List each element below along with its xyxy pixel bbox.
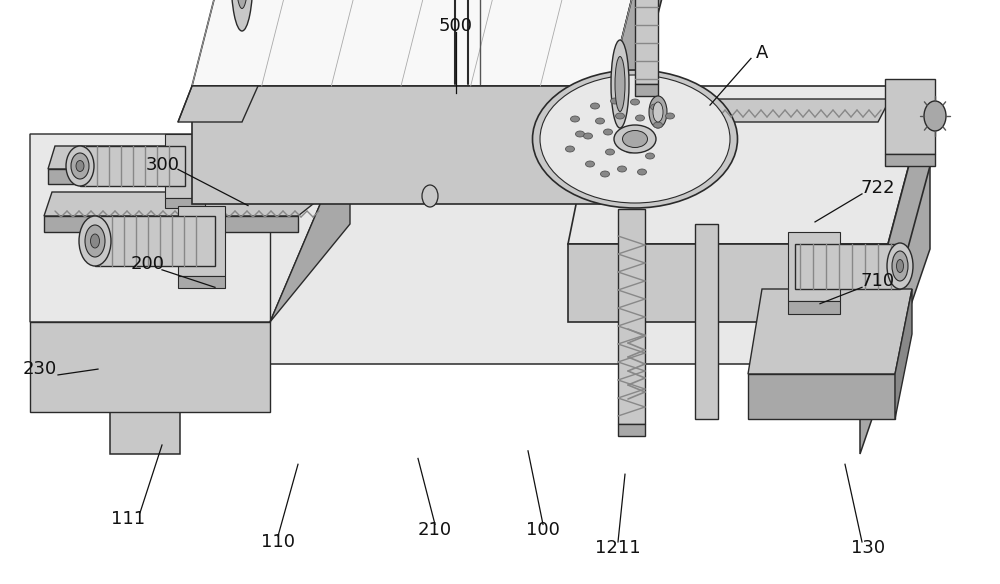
- Polygon shape: [618, 209, 645, 424]
- Ellipse shape: [236, 0, 248, 9]
- Polygon shape: [178, 276, 225, 288]
- Ellipse shape: [646, 153, 654, 159]
- Polygon shape: [48, 169, 320, 184]
- Polygon shape: [568, 86, 930, 244]
- Ellipse shape: [600, 171, 610, 177]
- Ellipse shape: [590, 103, 600, 109]
- Ellipse shape: [616, 113, 624, 119]
- Ellipse shape: [624, 129, 633, 135]
- Text: 500: 500: [439, 18, 473, 35]
- Polygon shape: [110, 159, 930, 364]
- Polygon shape: [618, 424, 645, 436]
- Text: 230: 230: [23, 360, 57, 378]
- Polygon shape: [80, 146, 185, 186]
- Ellipse shape: [654, 122, 662, 128]
- Polygon shape: [165, 198, 205, 208]
- Ellipse shape: [566, 146, 574, 152]
- Text: 100: 100: [526, 522, 560, 539]
- Polygon shape: [48, 146, 350, 169]
- Polygon shape: [635, 84, 658, 96]
- Polygon shape: [788, 232, 840, 301]
- Ellipse shape: [606, 149, 614, 155]
- Ellipse shape: [644, 135, 652, 141]
- Ellipse shape: [622, 130, 648, 148]
- Ellipse shape: [892, 251, 908, 281]
- Ellipse shape: [66, 146, 94, 186]
- Polygon shape: [748, 374, 895, 419]
- Polygon shape: [192, 86, 610, 204]
- Polygon shape: [748, 289, 912, 374]
- Polygon shape: [795, 244, 900, 289]
- Text: 130: 130: [851, 539, 885, 557]
- Ellipse shape: [649, 96, 667, 128]
- Ellipse shape: [231, 0, 253, 31]
- Ellipse shape: [924, 101, 946, 131]
- Polygon shape: [640, 82, 675, 144]
- Ellipse shape: [586, 161, 594, 167]
- Ellipse shape: [596, 118, 604, 124]
- Ellipse shape: [540, 75, 730, 203]
- Ellipse shape: [887, 243, 913, 289]
- Polygon shape: [44, 192, 328, 216]
- Ellipse shape: [618, 166, 626, 172]
- Text: 710: 710: [861, 273, 895, 290]
- Ellipse shape: [626, 147, 635, 153]
- Ellipse shape: [610, 98, 620, 104]
- Polygon shape: [885, 154, 935, 166]
- Text: 110: 110: [261, 533, 295, 551]
- Polygon shape: [610, 0, 665, 204]
- Text: 200: 200: [131, 255, 165, 273]
- Polygon shape: [895, 289, 912, 419]
- Ellipse shape: [650, 104, 660, 110]
- Polygon shape: [650, 99, 890, 122]
- Polygon shape: [635, 0, 658, 84]
- Polygon shape: [165, 134, 205, 198]
- Ellipse shape: [638, 169, 646, 175]
- Text: 722: 722: [861, 179, 895, 197]
- Ellipse shape: [576, 131, 584, 137]
- Ellipse shape: [85, 225, 105, 257]
- Text: 210: 210: [418, 522, 452, 539]
- Ellipse shape: [71, 153, 89, 179]
- Polygon shape: [885, 79, 935, 154]
- Ellipse shape: [76, 161, 84, 172]
- Ellipse shape: [636, 115, 644, 121]
- Ellipse shape: [653, 102, 663, 122]
- Ellipse shape: [604, 129, 612, 135]
- Ellipse shape: [666, 113, 674, 119]
- Ellipse shape: [570, 116, 580, 122]
- Polygon shape: [192, 0, 665, 86]
- Ellipse shape: [584, 133, 592, 139]
- Ellipse shape: [615, 57, 625, 112]
- Ellipse shape: [79, 216, 111, 266]
- Ellipse shape: [631, 99, 640, 105]
- Polygon shape: [695, 224, 718, 419]
- Polygon shape: [568, 244, 888, 322]
- Polygon shape: [110, 364, 180, 454]
- Text: 1211: 1211: [595, 539, 641, 557]
- Polygon shape: [270, 134, 350, 322]
- Polygon shape: [44, 216, 298, 232]
- Ellipse shape: [611, 40, 629, 128]
- Polygon shape: [30, 322, 270, 412]
- Polygon shape: [788, 301, 840, 314]
- Ellipse shape: [532, 70, 738, 208]
- Polygon shape: [178, 206, 225, 276]
- Polygon shape: [95, 216, 215, 266]
- Polygon shape: [30, 134, 350, 322]
- Text: A: A: [756, 44, 768, 61]
- Ellipse shape: [896, 259, 904, 273]
- Polygon shape: [888, 86, 930, 322]
- Ellipse shape: [422, 185, 438, 207]
- Polygon shape: [860, 159, 930, 454]
- Ellipse shape: [90, 234, 100, 248]
- Polygon shape: [178, 86, 258, 122]
- Ellipse shape: [614, 125, 656, 153]
- Text: 111: 111: [111, 510, 145, 527]
- Text: 300: 300: [146, 156, 180, 173]
